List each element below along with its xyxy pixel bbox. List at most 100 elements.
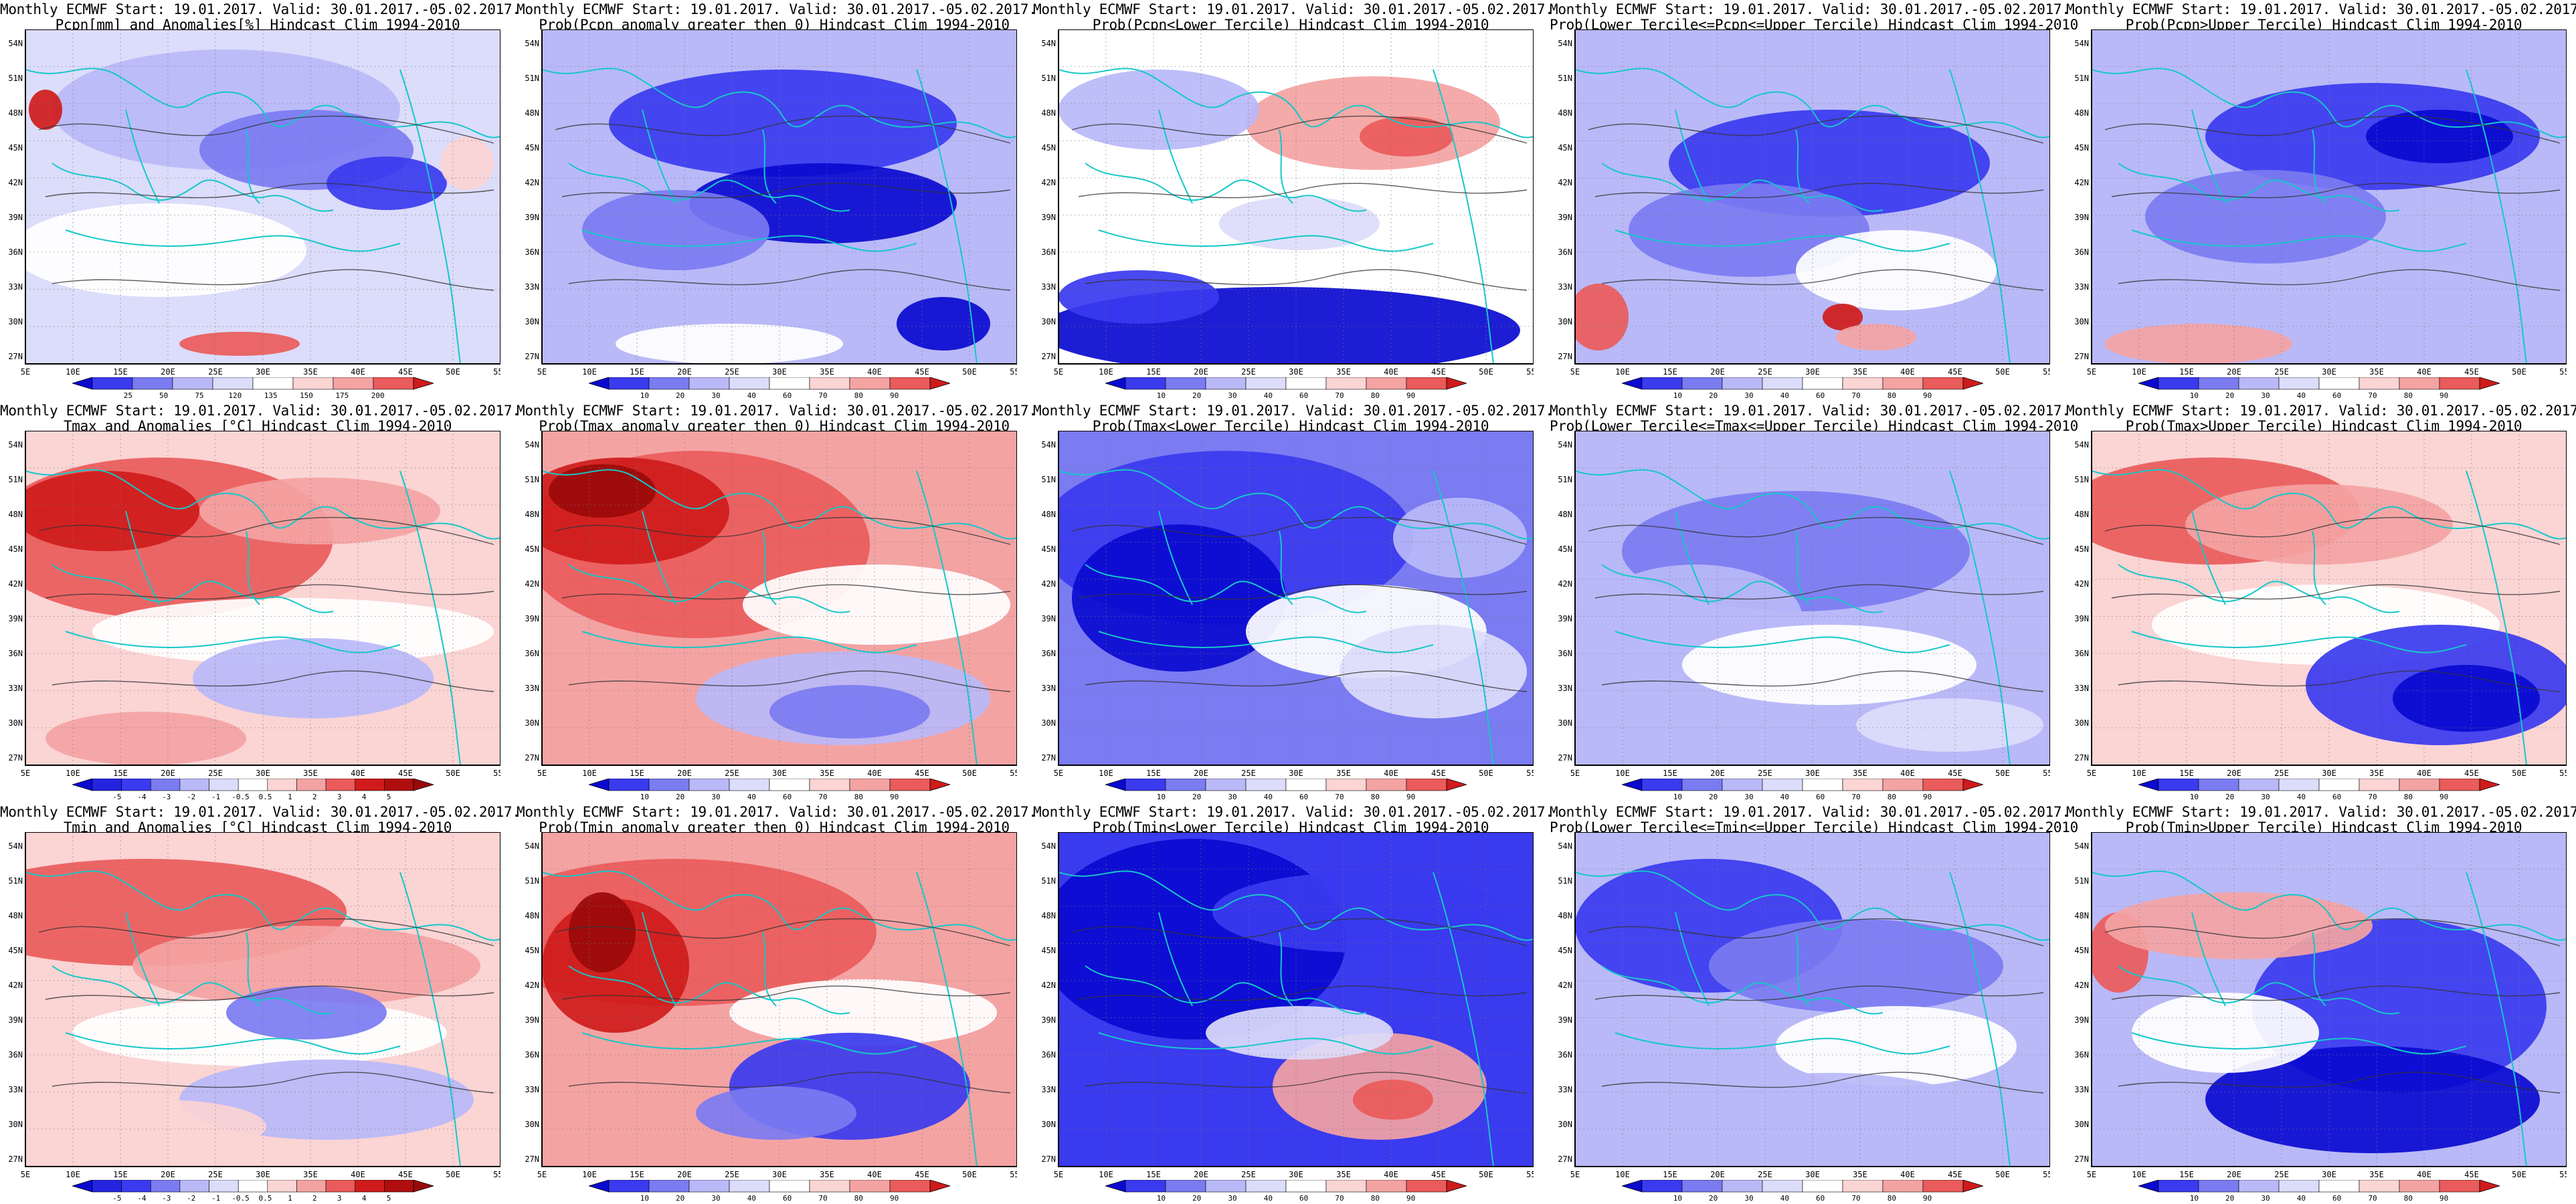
colorbar-tick-label: 80 [854,1194,863,1203]
map-frame [1574,832,2050,1167]
anomaly-field-region [1219,197,1380,250]
colorbar-tick-label: 20 [1709,1194,1718,1203]
colorbar-tick-label: 20 [1709,793,1718,801]
longitude-label: 45E [915,769,929,778]
longitude-label: 15E [113,769,128,778]
latitude-label: 33N [2074,684,2089,693]
map-panel: Monthly ECMWF Start: 19.01.2017. Valid: … [1550,803,2078,1204]
latitude-label: 30N [525,1120,539,1129]
colorbar-tick-label: 150 [300,391,313,400]
longitude-label: 20E [161,1170,175,1179]
longitude-label: 50E [1995,769,2010,778]
latitude-label: 33N [8,684,23,693]
latitude-label: 39N [2074,213,2089,222]
longitude-label: 35E [1336,1170,1351,1179]
colorbar-segment [1802,1180,1843,1193]
colorbar-tick-label: 40 [1264,793,1273,801]
colorbar-tick-label: 30 [1228,391,1236,400]
colorbar-segment [1245,1180,1287,1193]
longitude-label: 15E [1663,367,1677,377]
anomaly-field-region [1212,872,1507,952]
latitude-label: 48N [1041,108,1056,118]
coastline [542,870,1017,1167]
colorbar: 10 20 30 40 60 70 80 90 [589,377,950,400]
colorbar-segment [172,377,213,390]
latitude-label: 51N [1558,876,1572,886]
latitude-label: 36N [2074,649,2089,658]
colorbar-segment [92,377,133,390]
longitude-label: 55E [493,1170,500,1179]
colorbar-tick-label: 30 [1744,1194,1753,1203]
longitude-label: 55E [2559,1170,2567,1179]
longitude-label: 45E [2464,1170,2479,1179]
map-panel: Monthly ECMWF Start: 19.01.2017. Valid: … [1550,401,2078,803]
colorbar-tick-label: -2 [187,793,195,801]
colorbar-segment [373,377,414,390]
anomaly-field-region [2205,1046,2540,1153]
latitude-label: 48N [525,911,539,920]
colorbar-tick-label: 60 [783,1194,792,1203]
colorbar-segment [2278,1180,2320,1193]
longitude-label: 40E [2417,367,2431,377]
map-frame [1574,29,2050,365]
colorbar-segment [355,779,385,791]
colorbar: 10 20 30 40 60 70 80 90 [1622,377,1983,400]
anomaly-field-region [193,638,434,718]
anomaly-field-region [25,203,306,297]
colorbar: 10 20 30 40 60 70 80 90 [1105,377,1467,400]
longitude-label: 55E [2559,367,2567,377]
colorbar-segment [2439,779,2480,791]
latitude-label: 33N [1558,282,1572,292]
longitude-label: 30E [1289,769,1303,778]
colorbar-segment [2278,377,2320,390]
map-plot: 54N 51N 48N 45N 42N 39N 36N 33N 30N 27N 5E 10E 15E 20… [1041,431,1534,778]
latitude-label: 42N [525,178,539,187]
longitude-label: 50E [446,367,460,377]
colorbar-tick-label: 60 [1299,793,1308,801]
longitude-label: 25E [208,769,223,778]
colorbar-segment [2238,377,2280,390]
latitude-label: 30N [1558,1120,1572,1129]
colorbar-segment [2158,1180,2199,1193]
map-frame [541,832,1017,1167]
colorbar-segment [1125,1180,1166,1193]
latitude-label: 48N [2074,108,2089,118]
longitude-label: 20E [2227,1170,2241,1179]
colorbar-tick-label: 70 [1851,793,1860,801]
coastline [25,870,500,1167]
latitude-label: 45N [1558,946,1572,955]
latitude-label: 36N [525,1050,539,1060]
colorbar-segment [1205,779,1247,791]
colorbar-segment [1882,377,1924,390]
longitude-label: 15E [2179,769,2194,778]
colorbar-tick-label: 20 [1192,391,1201,400]
colorbar-segment [2158,779,2199,791]
colorbar-segment [889,779,931,791]
colorbar-tick-label: 10 [640,793,649,801]
latitude-label: 36N [8,649,23,658]
colorbar-tick-label: 40 [747,391,756,400]
latitude-label: 36N [525,247,539,257]
longitude-label: 25E [1241,769,1256,778]
latitude-label: 27N [8,352,23,361]
colorbar-tick-label: 0.5 [259,1194,272,1203]
anomaly-field-region [132,926,480,1006]
colorbar-segment [2359,1180,2400,1193]
colorbar-tick-label: 20 [2225,1194,2234,1203]
latitude-label: 45N [8,946,23,955]
colorbar-arrow-left [589,1180,610,1193]
colorbar-tick-label: 10 [1157,793,1166,801]
latitude-label: 51N [525,74,539,83]
map-panel: Monthly ECMWF Start: 19.01.2017. Valid: … [2066,803,2576,1204]
colorbar-tick-label: 30 [2261,1194,2270,1203]
longitude-label: 5E [2087,1170,2096,1179]
anomaly-field-region [92,598,494,665]
latitude-label: 54N [525,39,539,48]
anomaly-field-region [327,157,447,210]
colorbar-tick-label: 20 [1709,391,1718,400]
anomaly-field-region [25,471,199,551]
colorbar-segment [648,779,690,791]
colorbar-tick-label: 40 [1780,1194,1789,1203]
colorbar-segment [1842,377,1883,390]
